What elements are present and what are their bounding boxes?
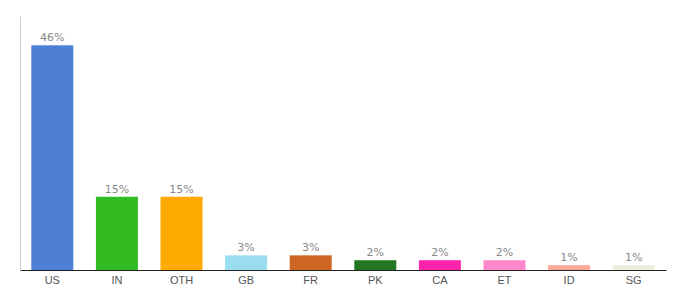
x-axis: US IN OTH GB FR PK CA ET ID SG (21, 270, 667, 286)
x-tick: OTH (170, 270, 193, 286)
data-label: 15% (169, 183, 193, 196)
x-tick: CA (432, 270, 448, 286)
x-tick-label: ID (564, 274, 575, 286)
bar (419, 260, 461, 270)
bars (31, 45, 654, 270)
x-tick: PK (368, 270, 383, 286)
bar (161, 197, 203, 270)
y-axis (20, 17, 21, 271)
bar (96, 197, 138, 270)
x-tick: FR (303, 270, 318, 286)
bar (613, 265, 655, 270)
x-tick: US (45, 270, 60, 286)
bar (484, 260, 526, 270)
data-label: 46% (40, 31, 64, 44)
x-tick: ET (497, 270, 511, 286)
bar (548, 265, 590, 270)
data-label: 2% (496, 246, 513, 259)
y-axis-line (20, 17, 21, 271)
x-tick-label: FR (303, 274, 318, 286)
x-tick-label: CA (432, 274, 448, 286)
data-label: 1% (625, 251, 642, 264)
data-label: 3% (302, 241, 319, 254)
x-tick-label: ET (497, 274, 511, 286)
bar (31, 45, 73, 270)
x-tick: IN (111, 270, 122, 286)
data-label: 1% (560, 251, 577, 264)
x-tick: GB (238, 270, 254, 286)
data-label: 3% (237, 241, 254, 254)
bar (354, 260, 396, 270)
x-tick-label: US (45, 274, 60, 286)
data-labels: 46% 15% 15% 3% 3% 2% 2% 2% 1% 1% (40, 31, 642, 264)
chart: US IN OTH GB FR PK CA ET ID SG 46% 15% 15% 3% 3% 2% 2% 2%… (0, 0, 680, 300)
x-tick-label: PK (368, 274, 383, 286)
x-tick-label: GB (238, 274, 254, 286)
x-tick: ID (564, 270, 575, 286)
bar (290, 255, 332, 270)
data-label: 2% (367, 246, 384, 259)
x-tick-label: OTH (170, 274, 193, 286)
x-tick: SG (626, 270, 642, 286)
x-axis-line (21, 270, 667, 271)
bar (225, 255, 267, 270)
plot: US IN OTH GB FR PK CA ET ID SG 46% 15% 15% 3% 3% 2% 2% 2%… (21, 17, 667, 286)
x-tick-label: SG (626, 274, 642, 286)
data-label: 2% (431, 246, 448, 259)
data-label: 15% (105, 183, 129, 196)
x-tick-label: IN (111, 274, 122, 286)
